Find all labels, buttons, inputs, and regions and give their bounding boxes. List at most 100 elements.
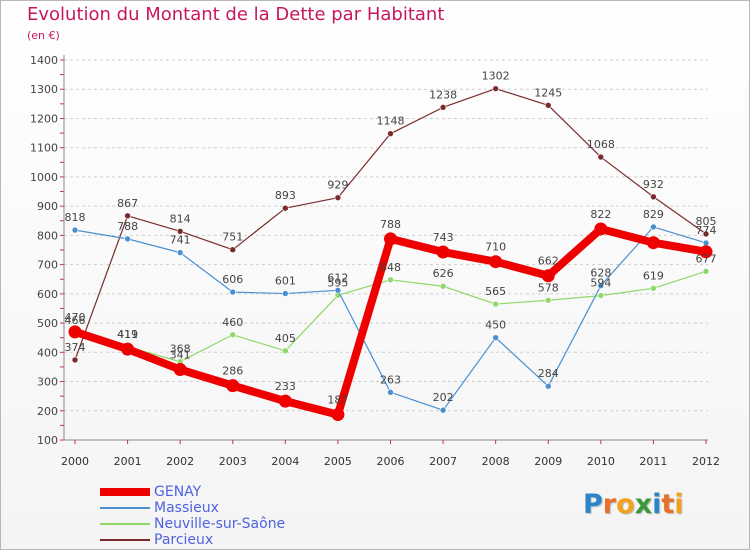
x-tick-label: 2000 (61, 455, 89, 468)
y-tick-label: 700 (37, 259, 58, 272)
logo-letter: P (583, 489, 603, 520)
data-label: 710 (485, 241, 506, 254)
x-tick-label: 2012 (692, 455, 720, 468)
data-point (278, 394, 292, 408)
x-tick-label: 2002 (166, 455, 194, 468)
data-point (489, 255, 503, 269)
y-tick-label: 1400 (30, 54, 58, 67)
data-label: 626 (433, 267, 454, 280)
data-label: 1068 (587, 138, 615, 151)
x-tick-label: 2003 (219, 455, 247, 468)
data-point (282, 204, 289, 212)
data-label: 601 (275, 275, 296, 288)
data-point (334, 287, 342, 294)
data-point (226, 379, 240, 393)
data-point (544, 382, 552, 390)
y-tick-label: 200 (37, 405, 58, 418)
data-label: 822 (590, 208, 611, 221)
y-tick-label: 800 (37, 229, 58, 242)
data-label: 578 (538, 281, 559, 294)
data-label: 867 (117, 197, 138, 210)
data-label: 829 (643, 208, 664, 221)
y-tick-label: 400 (37, 346, 58, 359)
data-label: 774 (696, 224, 717, 237)
y-tick-label: 600 (37, 288, 58, 301)
data-label: 677 (696, 252, 717, 265)
legend-label: Massieux (154, 500, 219, 516)
y-tick-label: 1300 (30, 83, 58, 96)
x-tick-label: 2011 (639, 455, 667, 468)
data-label: 263 (380, 373, 401, 386)
data-point (176, 227, 184, 235)
legend-swatch (100, 539, 150, 541)
data-label: 411 (117, 328, 138, 341)
data-label: 233 (275, 380, 296, 393)
y-tick-label: 1000 (30, 171, 58, 184)
y-tick-label: 100 (37, 434, 58, 447)
x-tick-label: 2004 (271, 455, 299, 468)
data-point (229, 288, 237, 296)
data-label: 187 (327, 394, 348, 407)
x-tick-label: 2008 (482, 455, 510, 468)
data-point (594, 222, 608, 236)
data-point (541, 269, 555, 283)
data-point (492, 334, 499, 341)
data-label: 628 (590, 267, 611, 280)
legend-swatch (100, 488, 150, 496)
data-label: 612 (327, 271, 348, 284)
data-point (229, 246, 237, 254)
data-point (387, 389, 394, 396)
data-point (699, 245, 713, 259)
legend-label: GENAY (154, 484, 202, 500)
data-point (702, 239, 710, 247)
data-label: 286 (222, 365, 243, 378)
data-point (331, 408, 345, 422)
data-label: 893 (275, 189, 296, 202)
data-point (387, 130, 394, 137)
data-label: 1302 (482, 70, 510, 83)
logo-letter: i (674, 489, 684, 520)
data-label: 470 (65, 311, 86, 324)
data-label: 788 (380, 218, 401, 231)
data-point (544, 102, 552, 109)
data-label: 419 (117, 328, 138, 341)
data-label: 341 (170, 349, 191, 362)
data-label: 595 (327, 276, 348, 289)
data-point (492, 300, 499, 308)
logo-letter: r (602, 489, 617, 520)
data-point (282, 347, 289, 355)
data-point (124, 235, 131, 243)
data-label: 805 (696, 215, 717, 228)
data-point (650, 223, 657, 231)
data-label: 1238 (429, 88, 457, 101)
data-point (436, 245, 450, 259)
data-label: 741 (170, 234, 191, 247)
y-tick-label: 1100 (30, 142, 58, 155)
data-point (597, 292, 605, 299)
data-point (282, 290, 289, 297)
data-label: 932 (643, 178, 664, 191)
data-label: 460 (222, 316, 243, 329)
y-tick-label: 1200 (30, 112, 58, 125)
legend-swatch (100, 507, 150, 509)
data-point (68, 325, 82, 339)
data-label: 662 (538, 255, 559, 268)
x-tick-label: 2005 (324, 455, 352, 468)
data-point (334, 194, 342, 201)
logo-letter: i (652, 489, 662, 520)
data-label: 818 (65, 211, 86, 224)
y-tick-label: 500 (37, 317, 58, 330)
data-label: 368 (170, 343, 191, 356)
legend-label: Parcieux (154, 532, 214, 548)
data-label: 751 (222, 231, 243, 244)
data-point (124, 212, 131, 220)
x-tick-label: 2006 (377, 455, 405, 468)
y-tick-label: 300 (37, 376, 58, 389)
logo-letter: o (616, 489, 635, 520)
legend-label: Neuville-sur-Saône (154, 516, 286, 532)
data-label: 814 (170, 212, 191, 225)
data-label: 565 (485, 285, 506, 298)
proxiti-logo: Proxiti (583, 489, 684, 520)
